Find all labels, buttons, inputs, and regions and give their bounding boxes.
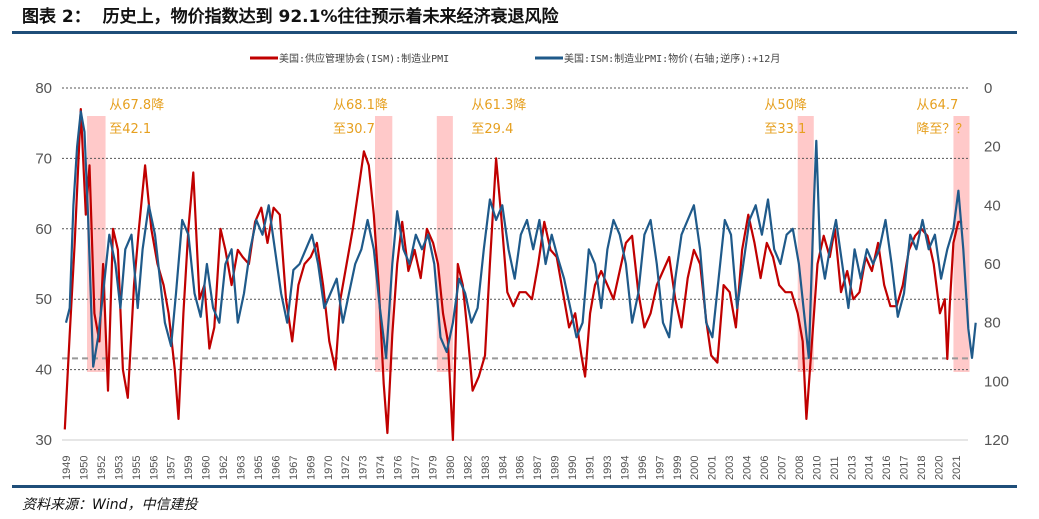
left-axis-tick: 40 — [35, 362, 52, 379]
x-axis-tick: 1999 — [672, 456, 684, 480]
x-axis-tick: 2011 — [829, 456, 841, 480]
pmi-line — [63, 108, 963, 442]
x-axis-tick: 1960 — [201, 456, 213, 480]
left-axis-tick: 80 — [35, 80, 52, 97]
left-axis-tick: 70 — [35, 150, 52, 167]
x-axis-tick: 1972 — [340, 456, 352, 480]
x-axis-tick: 1963 — [236, 456, 248, 480]
recession-shade — [436, 116, 453, 372]
annotation-label: 从61.3降 — [471, 98, 526, 113]
legend-label: 美国:供应管理协会(ISM):制造业PMI — [279, 52, 449, 65]
x-axis-tick: 2013 — [846, 456, 858, 480]
x-axis-tick: 1979 — [427, 456, 439, 480]
x-axis-tick: 1950 — [78, 456, 90, 480]
annotation-label: 至42.1 — [109, 122, 151, 137]
x-axis-tick: 1973 — [358, 456, 370, 480]
annotation-label: 至33.1 — [764, 122, 806, 137]
x-axis-tick: 1974 — [375, 456, 387, 480]
x-axis-tick: 1982 — [462, 456, 474, 480]
x-axis-tick: 2020 — [934, 456, 946, 480]
x-axis-tick: 2016 — [881, 456, 893, 480]
x-axis-tick: 1962 — [218, 456, 230, 480]
x-axis-tick: 1980 — [445, 456, 457, 480]
right-axis-tick: 60 — [984, 256, 1001, 273]
x-axis-tick: 2006 — [759, 456, 771, 480]
title-divider — [12, 31, 1017, 34]
x-axis-tick: 1959 — [183, 456, 195, 480]
annotation-label: 至29.4 — [471, 122, 513, 137]
x-axis-tick: 2000 — [689, 456, 701, 480]
x-axis-tick: 1986 — [515, 456, 527, 480]
x-axis-tick: 1967 — [288, 456, 300, 480]
x-axis-tick: 1990 — [567, 456, 579, 480]
x-axis-tick: 1957 — [166, 456, 178, 480]
x-axis-tick: 1994 — [619, 456, 631, 480]
x-axis-tick: 1956 — [148, 456, 160, 480]
left-axis-tick: 30 — [35, 432, 52, 449]
annotation-label: 从50降 — [764, 98, 807, 113]
left-axis-tick: 50 — [35, 291, 52, 308]
x-axis-tick: 1977 — [410, 456, 422, 480]
footer-divider — [12, 485, 1017, 488]
x-axis-tick: 1966 — [270, 456, 282, 480]
x-axis-tick: 2017 — [899, 456, 911, 480]
x-axis-tick: 2018 — [916, 456, 928, 480]
x-axis-tick: 1955 — [131, 456, 143, 480]
right-axis-tick: 0 — [984, 80, 992, 97]
x-axis-tick: 1996 — [637, 456, 649, 480]
x-axis-tick: 1949 — [61, 456, 73, 480]
x-axis-tick: 2004 — [742, 456, 754, 480]
right-axis-tick: 120 — [984, 432, 1009, 449]
x-axis-tick: 1970 — [323, 456, 335, 480]
right-axis-tick: 80 — [984, 315, 1001, 332]
x-axis-tick: 2014 — [864, 456, 876, 480]
x-axis-tick: 1953 — [113, 456, 125, 480]
right-axis-tick: 40 — [984, 197, 1001, 214]
legend-label: 美国:ISM:制造业PMI:物价(右轴;逆序):+12月 — [564, 52, 780, 65]
annotation-label: 从64.7 — [916, 98, 958, 113]
price-index-line — [64, 110, 977, 368]
page-title: 图表 2： 历史上，物价指数达到 92.1%往往预示着未来经济衰退风险 — [22, 7, 559, 27]
x-axis-tick: 1989 — [550, 456, 562, 480]
x-axis-tick: 1976 — [393, 456, 405, 480]
x-axis-tick: 1965 — [253, 456, 265, 480]
x-axis-tick: 1991 — [585, 456, 597, 480]
annotation-label: 从67.8降 — [109, 98, 164, 113]
right-axis-tick: 20 — [984, 139, 1001, 156]
x-axis-tick: 1997 — [654, 456, 666, 480]
left-axis-tick: 60 — [35, 221, 52, 238]
x-axis-tick: 2007 — [776, 456, 788, 480]
x-axis-tick: 2008 — [794, 456, 806, 480]
source-note: 资料来源：Wind，中信建投 — [22, 497, 198, 513]
x-axis-tick: 1983 — [480, 456, 492, 480]
right-axis-tick: 100 — [984, 373, 1009, 390]
x-axis-tick: 2010 — [811, 456, 823, 480]
x-axis-tick: 1993 — [602, 456, 614, 480]
x-axis-tick: 1969 — [305, 456, 317, 480]
x-axis-tick: 2003 — [724, 456, 736, 480]
annotation-label: 至30.7 — [333, 122, 375, 137]
x-axis-tick: 1987 — [532, 456, 544, 480]
x-axis-tick: 1984 — [497, 456, 509, 480]
x-axis-tick: 2021 — [951, 456, 963, 480]
annotation-label: 从68.1降 — [333, 98, 388, 113]
annotation-label: 降至？？ — [916, 122, 968, 137]
x-axis-tick: 2001 — [707, 456, 719, 480]
x-axis-tick: 1952 — [96, 456, 108, 480]
recession-shade — [953, 116, 970, 372]
